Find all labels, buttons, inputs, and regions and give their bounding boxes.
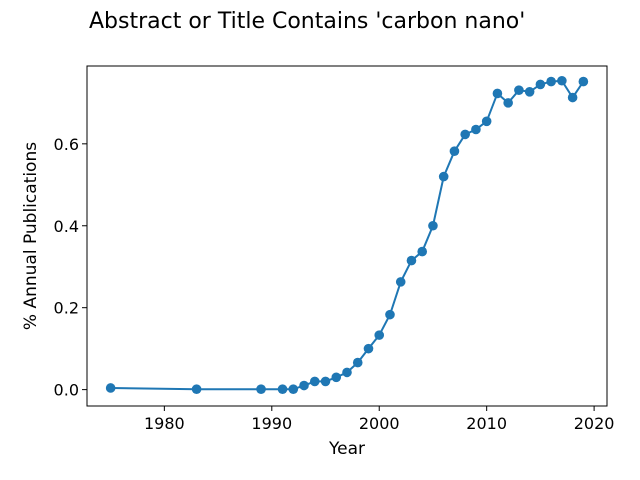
data-point	[288, 384, 299, 395]
data-point	[374, 330, 385, 340]
x-tick-label: 2010	[466, 414, 507, 433]
data-point	[503, 98, 513, 108]
y-axis-label: % Annual Publications	[21, 142, 41, 330]
data-point	[352, 357, 363, 368]
data-point	[105, 383, 116, 393]
x-tick-label: 2020	[574, 414, 615, 433]
data-point	[342, 367, 352, 378]
plot-frame	[86, 65, 608, 407]
data-point	[331, 372, 342, 383]
data-point	[471, 124, 481, 135]
data-point	[481, 116, 492, 127]
data-point	[256, 384, 266, 395]
data-point	[320, 376, 331, 387]
data-point	[460, 129, 470, 140]
x-axis-label: Year	[328, 439, 365, 459]
x-tick-label: 2000	[359, 414, 400, 433]
data-point	[406, 255, 417, 266]
y-tick-label: 0.0	[54, 381, 79, 400]
data-point	[578, 76, 589, 87]
data-point	[395, 277, 406, 287]
data-point	[546, 76, 556, 87]
y-tick-label: 0.2	[54, 299, 79, 318]
data-point	[449, 146, 460, 156]
data-point	[514, 85, 524, 95]
data-point	[428, 220, 438, 231]
data-point	[363, 343, 374, 354]
data-point	[535, 79, 546, 90]
y-tick-label: 0.6	[54, 135, 79, 154]
data-point	[191, 384, 202, 395]
data-point	[277, 384, 288, 395]
x-axis: 1980 1990 2000 2010 2020	[144, 406, 614, 433]
data-point	[567, 92, 578, 103]
data-point	[385, 309, 395, 320]
y-axis: 0.0 0.2 0.4 0.6	[54, 135, 87, 400]
x-tick-label: 1980	[144, 414, 185, 433]
data-point	[309, 376, 320, 387]
data-point	[299, 380, 309, 391]
plot-area	[105, 75, 589, 395]
data-point	[524, 87, 535, 97]
data-point	[492, 88, 503, 99]
data-point	[557, 75, 567, 86]
x-tick-label: 1990	[251, 414, 292, 433]
y-tick-label: 0.4	[54, 217, 79, 236]
chart-title: Abstract or Title Contains 'carbon nano'	[89, 9, 525, 34]
data-point	[438, 171, 449, 182]
data-point	[417, 246, 428, 257]
